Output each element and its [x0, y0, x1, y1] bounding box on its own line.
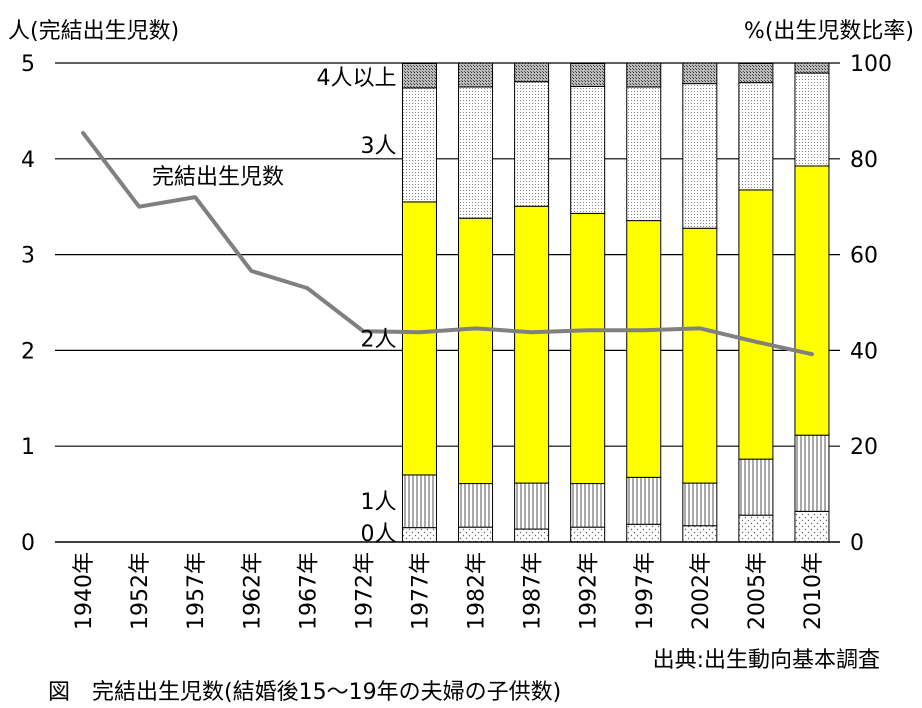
bar-segment: [626, 86, 662, 222]
left-tick-label: 4: [21, 148, 35, 173]
bar-segment: [401, 201, 437, 476]
x-tick-label: 1952年: [128, 552, 153, 630]
line-series: [81, 130, 814, 357]
bar-segment: [682, 525, 718, 543]
right-axis-title: %(出生児数比率): [744, 19, 914, 44]
right-tick-label: 60: [850, 244, 878, 269]
bar-segment: [570, 526, 606, 543]
left-tick-label: 0: [21, 531, 35, 556]
bar-segment: [738, 514, 774, 543]
right-tick-label: 20: [850, 435, 878, 460]
bar-segment: [514, 62, 550, 83]
gridlines: [55, 62, 840, 447]
bar-segment: [794, 434, 830, 512]
bar-segment: [626, 62, 662, 88]
segment-label: 1人: [360, 490, 396, 515]
right-tick-label: 0: [850, 531, 864, 556]
bar-segment: [794, 62, 830, 74]
left-tick-label: 1: [21, 435, 35, 460]
x-tick-label: 2005年: [745, 552, 770, 630]
left-tick-label: 5: [21, 52, 35, 77]
bar-segment: [738, 189, 774, 460]
left-tick-labels: 0 1 2 3 4 5: [21, 52, 35, 556]
bar-segment: [794, 510, 830, 543]
x-tick-label: 1962年: [240, 552, 265, 630]
bar-segment: [514, 81, 550, 207]
x-tick-label: 1972年: [352, 552, 377, 630]
bar-segment: [401, 62, 437, 89]
bar-segment: [401, 474, 437, 529]
bar-segment: [401, 527, 437, 543]
x-tick-label: 1987年: [521, 552, 546, 630]
caption: 図 完結出生児数(結婚後15〜19年の夫婦の子供数): [48, 680, 561, 705]
x-tick-label: 2002年: [689, 552, 714, 630]
bar-segment: [570, 62, 606, 87]
segment-labels: 0人 1人 2人 3人 4人以上: [316, 66, 396, 547]
x-tick-label: 1957年: [184, 552, 209, 630]
x-tick-label: 1940年: [72, 552, 97, 630]
segment-label: 0人: [360, 522, 396, 547]
bar-segment: [458, 526, 494, 543]
bar-segment: [570, 212, 606, 485]
bar-segment: [738, 82, 774, 191]
bar-segment: [794, 165, 830, 436]
line-series-label: 完結出生児数: [152, 165, 284, 190]
bar-segment: [682, 62, 718, 85]
right-tick-label: 80: [850, 148, 878, 173]
bar-segment: [458, 86, 494, 219]
right-tick-label: 40: [850, 339, 878, 364]
x-tick-label: 1982年: [465, 552, 490, 630]
bar-segment: [458, 62, 494, 88]
bar-segment: [794, 72, 830, 167]
bar-segment: [626, 476, 662, 525]
segment-label: 2人: [360, 327, 396, 352]
bar-segment: [682, 83, 718, 229]
x-tick-label: 2010年: [801, 552, 826, 630]
x-tick-label: 1967年: [296, 552, 321, 630]
left-tick-label: 3: [21, 244, 35, 269]
line-path: [81, 130, 814, 357]
right-tick-labels: 0 20 40 60 80 100: [850, 52, 892, 556]
bar-segment: [514, 482, 550, 530]
bar-segment: [458, 483, 494, 528]
left-tick-label: 2: [21, 339, 35, 364]
right-tick-label: 100: [850, 52, 892, 77]
bar-segment: [401, 87, 437, 203]
bar-segment: [738, 62, 774, 84]
bar-segment: [738, 458, 774, 516]
x-tick-label: 1992年: [577, 552, 602, 630]
bar-group: [401, 62, 830, 543]
bar-segment: [514, 528, 550, 543]
bar-segment: [458, 217, 494, 485]
left-axis-title: 人(完結出生児数): [8, 19, 179, 44]
segment-label: 3人: [360, 134, 396, 159]
x-tick-labels: 1940年 1952年 1957年 1962年 1967年 1972年 1977年 1982年…: [72, 552, 826, 630]
bar-segment: [626, 523, 662, 543]
bar-segment: [682, 482, 718, 527]
bar-segment: [570, 483, 606, 528]
bar-segment: [570, 85, 606, 214]
bar-segment: [626, 220, 662, 478]
x-tick-label: 1977年: [408, 552, 433, 630]
source-note: 出典:出生動向基本調査: [653, 648, 880, 673]
segment-label: 4人以上: [316, 66, 396, 91]
bar-segment: [514, 205, 550, 484]
bar-segment: [682, 227, 718, 484]
x-tick-label: 1997年: [633, 552, 658, 630]
